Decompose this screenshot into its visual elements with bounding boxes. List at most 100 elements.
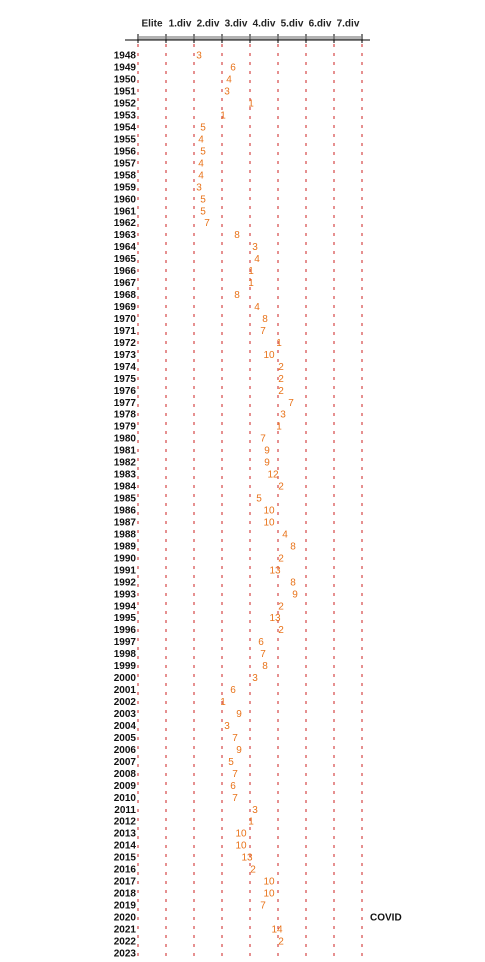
placement: 6: [230, 781, 236, 792]
year-label: 1980: [114, 434, 137, 445]
division-label: 4.div: [253, 19, 276, 30]
year-label: 2010: [114, 793, 137, 804]
year-label: 1994: [114, 601, 137, 612]
placement: 9: [236, 709, 242, 720]
year-label: 1968: [114, 290, 137, 301]
year-label: 2011: [114, 805, 136, 816]
placement: 10: [263, 517, 275, 528]
year-label: 2003: [114, 709, 137, 720]
placement: 4: [198, 170, 204, 181]
placement: 3: [224, 87, 230, 98]
placement: 8: [290, 541, 296, 552]
placement: 8: [290, 577, 296, 588]
year-label: 1993: [114, 589, 137, 600]
placement: 3: [196, 182, 202, 193]
placement: 2: [278, 553, 284, 564]
year-label: 1974: [114, 362, 137, 373]
year-label: 1995: [114, 613, 137, 624]
placement: 10: [235, 829, 247, 840]
placement: 2: [278, 386, 284, 397]
year-label: 1985: [114, 494, 137, 505]
placement: 6: [230, 63, 236, 74]
placement: 2: [278, 936, 284, 947]
placement: 7: [232, 793, 238, 804]
year-label: 1970: [114, 314, 137, 325]
year-label: 1955: [114, 134, 137, 145]
year-label: 1965: [114, 254, 137, 265]
placement: 3: [252, 673, 258, 684]
year-label: 2016: [114, 865, 137, 876]
annotation: COVID: [370, 912, 402, 923]
year-label: 1986: [114, 506, 137, 517]
division-label: 6.div: [309, 19, 332, 30]
division-label: 7.div: [337, 19, 360, 30]
placement: 3: [252, 805, 258, 816]
year-label: 1958: [114, 170, 137, 181]
year-label: 1981: [114, 446, 137, 457]
placement: 8: [234, 290, 240, 301]
placement: 5: [200, 206, 206, 217]
division-label: 3.div: [225, 19, 248, 30]
year-label: 2006: [114, 745, 137, 756]
year-label: 1975: [114, 374, 137, 385]
year-label: 1983: [114, 470, 137, 481]
division-label: 2.div: [197, 19, 220, 30]
placement: 3: [252, 242, 258, 253]
year-label: 1953: [114, 110, 137, 121]
year-label: 1956: [114, 146, 137, 157]
year-label: 1949: [114, 63, 137, 74]
placement: 4: [226, 75, 232, 86]
year-label: 1989: [114, 541, 137, 552]
year-label: 1966: [114, 266, 137, 277]
placement: 4: [198, 134, 204, 145]
placement: 14: [271, 924, 283, 935]
placement: 7: [232, 733, 238, 744]
placement: 9: [264, 458, 270, 469]
placement: 1: [220, 697, 226, 708]
placement: 1: [276, 422, 282, 433]
year-label: 1973: [114, 350, 137, 361]
placement: 10: [263, 877, 275, 888]
year-label: 2019: [114, 901, 137, 912]
placement: 9: [264, 446, 270, 457]
year-label: 1977: [114, 398, 137, 409]
year-label: 1976: [114, 386, 137, 397]
year-label: 2023: [114, 948, 137, 959]
year-label: 1964: [114, 242, 137, 253]
placement: 2: [250, 865, 256, 876]
placement: 8: [234, 230, 240, 241]
placement: 10: [263, 350, 275, 361]
placement: 7: [260, 901, 266, 912]
year-label: 1951: [114, 87, 137, 98]
year-label: 1984: [114, 482, 137, 493]
year-label: 2014: [114, 841, 137, 852]
year-label: 1957: [114, 158, 137, 169]
year-label: 1960: [114, 194, 137, 205]
year-label: 1969: [114, 302, 137, 313]
year-label: 2008: [114, 769, 137, 780]
year-label: 1978: [114, 410, 137, 421]
year-label: 2012: [114, 817, 137, 828]
placement: 4: [254, 302, 260, 313]
placement: 2: [278, 374, 284, 385]
year-label: 1954: [114, 122, 137, 133]
placement: 10: [263, 889, 275, 900]
year-label: 1979: [114, 422, 137, 433]
placement: 3: [280, 410, 286, 421]
placement: 4: [282, 529, 288, 540]
placement: 9: [236, 745, 242, 756]
placement: 7: [204, 218, 210, 229]
placement: 1: [276, 338, 282, 349]
placement: 12: [267, 470, 279, 481]
year-label: 1948: [114, 51, 137, 62]
placement: 1: [248, 817, 254, 828]
year-label: 1950: [114, 75, 137, 86]
placement: 5: [200, 194, 206, 205]
placement: 13: [269, 613, 281, 624]
year-label: 2009: [114, 781, 137, 792]
placement: 2: [278, 601, 284, 612]
year-label: 1961: [114, 206, 137, 217]
year-label: 1959: [114, 182, 137, 193]
division-label: Elite: [141, 19, 163, 30]
placement: 13: [269, 565, 281, 576]
